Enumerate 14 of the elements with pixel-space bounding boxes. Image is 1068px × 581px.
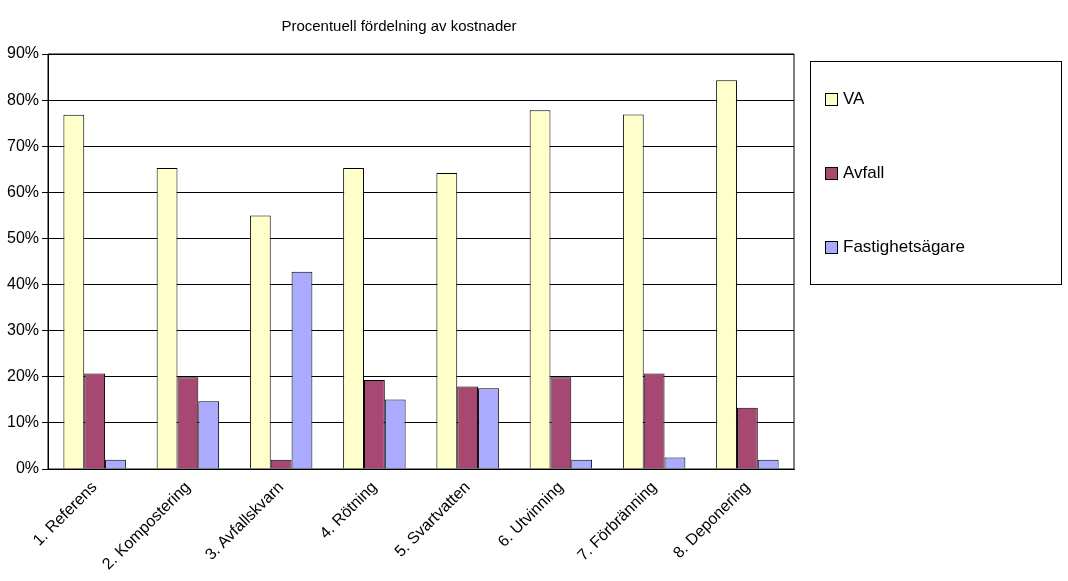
y-tick-label: 40% xyxy=(6,274,40,292)
legend-label: VA xyxy=(843,89,865,109)
legend-label: Avfall xyxy=(843,163,885,183)
y-tick-label: 10% xyxy=(6,413,40,431)
y-tick-label: 30% xyxy=(6,321,40,339)
y-tick-label: 80% xyxy=(6,90,40,108)
y-tick-label: 90% xyxy=(6,44,40,62)
y-tick-label: 20% xyxy=(6,367,40,385)
y-tick-label: 0% xyxy=(15,459,40,477)
y-tick-label: 60% xyxy=(6,182,40,200)
legend-label: Fastighetsägare xyxy=(843,237,965,257)
y-tick-label: 50% xyxy=(6,228,40,246)
y-tick-label: 70% xyxy=(6,136,40,154)
chart-title: Procentuell fördelning av kostnader xyxy=(281,17,517,35)
